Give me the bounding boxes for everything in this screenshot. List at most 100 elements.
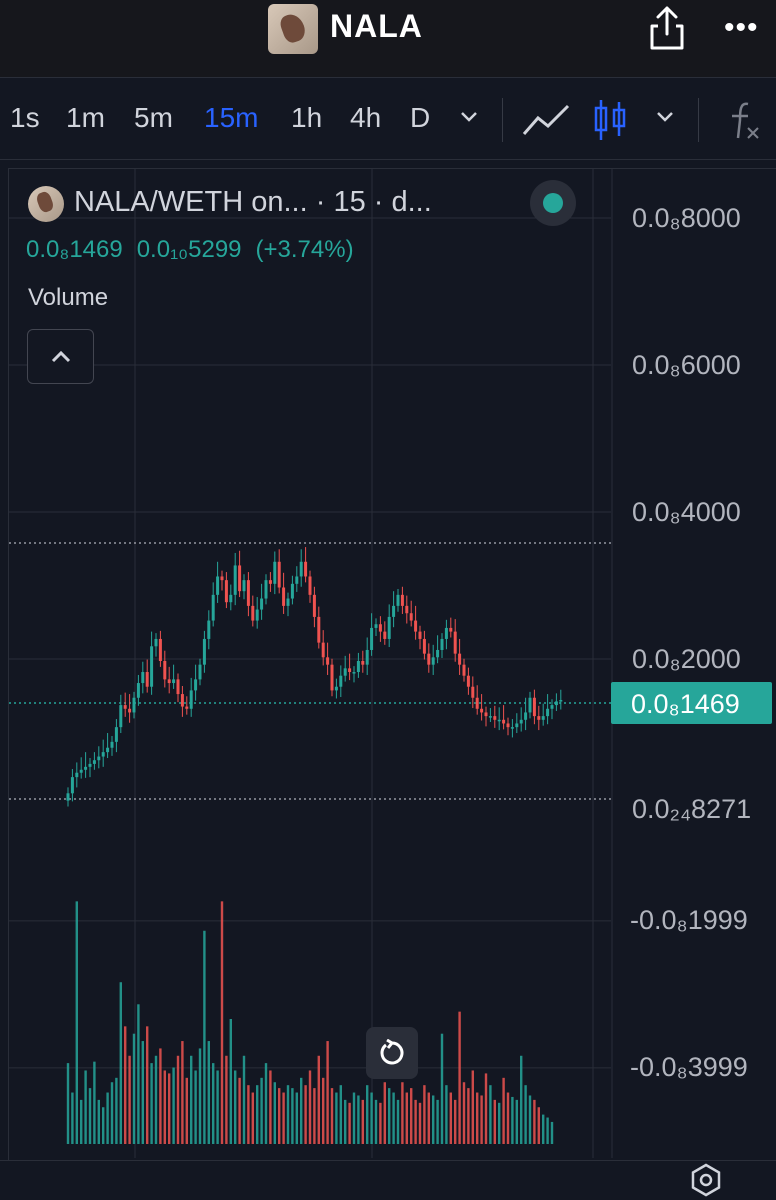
price-tick-label: 0.0₈2000 [632, 644, 741, 674]
volume-bar [84, 1070, 87, 1144]
price-tick-label: 0.0₈6000 [632, 350, 741, 380]
candle-body [194, 679, 198, 691]
candle-body [304, 561, 308, 577]
candle-body [264, 580, 268, 599]
candle-body [202, 638, 206, 665]
timeframe-1s[interactable]: 1s [10, 102, 40, 133]
candle-body [374, 624, 378, 628]
line-chart-icon[interactable] [520, 100, 572, 140]
timeframe-5m[interactable]: 5m [134, 102, 173, 133]
toolbar: 1s 1m 5m 15m 1h 4h D [0, 80, 776, 160]
collapse-legend-button[interactable] [27, 329, 94, 384]
time-axis-bar[interactable] [0, 1160, 776, 1200]
candle-body [150, 646, 154, 687]
volume-bar [317, 1055, 320, 1144]
volume-bar [401, 1082, 404, 1144]
candle-body [343, 668, 347, 676]
candle-body [273, 561, 277, 584]
candle-body [97, 756, 101, 761]
candle-body [409, 613, 413, 621]
candle-body [286, 598, 290, 606]
candle-body [317, 616, 321, 643]
volume-bar [418, 1102, 422, 1144]
timeframe-15m[interactable]: 15m [204, 102, 259, 133]
volume-bar [379, 1102, 382, 1144]
candle-body [370, 627, 374, 650]
reset-chart-button[interactable] [366, 1027, 418, 1079]
candle-body [462, 664, 466, 676]
candle-body [110, 741, 114, 748]
candle-body [458, 653, 462, 665]
candle-body [238, 565, 242, 592]
token-avatar-icon [268, 4, 318, 54]
timeframe-1m[interactable]: 1m [66, 102, 105, 133]
volume-bar [440, 1033, 444, 1144]
candle-body [123, 705, 127, 709]
candle-body [79, 769, 83, 773]
candle-body [519, 719, 523, 724]
volume-bar [238, 1077, 241, 1144]
status-indicator[interactable] [530, 180, 576, 226]
candle-body [383, 631, 387, 639]
more-icon[interactable]: ••• [724, 11, 759, 44]
chevron-up-icon [51, 350, 71, 363]
legend-change-abs: 0.0₁₀5299 [136, 236, 242, 263]
volume-bar [128, 1055, 131, 1144]
share-icon[interactable] [646, 4, 688, 52]
volume-bar [370, 1092, 373, 1144]
volume-bar [546, 1117, 549, 1144]
volume-bar [449, 1092, 452, 1144]
candle-body [365, 649, 369, 665]
volume-bar [357, 1095, 360, 1144]
chevron-down-icon[interactable] [652, 104, 678, 130]
indicators-icon[interactable] [726, 98, 762, 144]
candle-body [400, 594, 404, 606]
volume-bar [93, 1061, 96, 1144]
volume-bar [141, 1041, 144, 1144]
volume-bar [366, 1085, 369, 1144]
volume-bar [150, 1063, 153, 1144]
volume-bar [88, 1088, 92, 1144]
candle-body [484, 712, 488, 717]
legend-title[interactable]: NALA/WETH on... · 15 · d... [74, 186, 432, 218]
candle-body [502, 719, 506, 724]
candle-body [260, 598, 264, 610]
settings-icon[interactable] [686, 1160, 726, 1200]
candle-body [418, 631, 422, 639]
volume-bar [172, 1067, 175, 1144]
volume-bar [550, 1121, 554, 1144]
volume-bar [489, 1085, 492, 1144]
candle-body [541, 716, 545, 720]
candle-body [471, 686, 475, 698]
volume-bar [220, 901, 224, 1144]
current-price-tag [611, 682, 772, 725]
volume-bar [392, 1092, 395, 1144]
volume-bar [137, 1004, 140, 1144]
chevron-down-icon[interactable] [456, 104, 482, 130]
candle-body [348, 668, 352, 673]
chart-pane[interactable] [8, 168, 776, 1160]
volume-bar [313, 1088, 316, 1144]
candles-icon[interactable] [592, 96, 628, 144]
candle-body [180, 694, 184, 707]
volume-bar [273, 1082, 276, 1144]
volume-bar [476, 1092, 479, 1144]
candle-body [361, 661, 365, 665]
volume-bar [383, 1082, 386, 1144]
candle-body [497, 719, 501, 722]
timeframe-4h[interactable]: 4h [350, 102, 382, 133]
candle-body [251, 605, 255, 621]
candle-body [128, 708, 132, 713]
volume-bar [242, 1055, 246, 1144]
candle-body [92, 760, 96, 764]
candle-body [255, 609, 259, 621]
candle-body [66, 793, 70, 801]
volume-bar [260, 1077, 263, 1144]
candle-body [422, 638, 426, 654]
volume-bar [203, 930, 206, 1144]
timeframe-1h[interactable]: 1h [291, 102, 323, 133]
timeframe-d[interactable]: D [410, 102, 431, 133]
volume-bar [396, 1099, 400, 1144]
candle-body [268, 580, 272, 584]
